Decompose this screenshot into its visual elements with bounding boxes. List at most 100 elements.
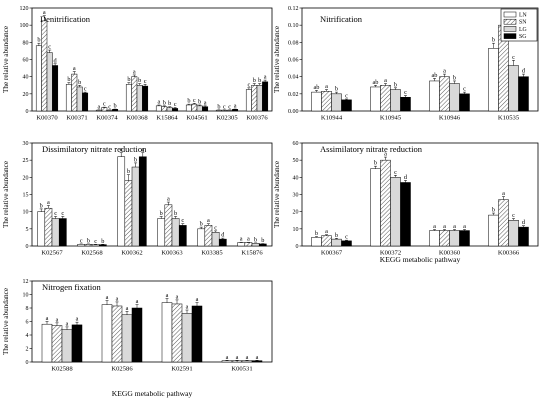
bar-SG [131,307,143,363]
category-label: K00360 [439,250,461,257]
significance-letter: a [247,236,250,243]
significance-letter: ab [432,72,438,79]
y-tick-label: 0.04 [288,75,299,81]
category-label: K15876 [241,250,263,257]
y-tick-label: 5 [26,227,29,233]
bar-SG [82,92,89,112]
y-tick-label: 0.02 [288,92,299,98]
significance-letter: a [120,146,123,153]
significance-letter: c [223,103,226,110]
significance-letter: b [453,74,456,81]
bar-LN [41,323,53,363]
significance-letter: a [167,196,170,203]
significance-letter: a [176,293,179,300]
chart-panel-5: 0 2 4 6 8 10 12 Nitrogen fixation The relative a… [2,279,273,398]
significance-letter: c [248,81,251,88]
bar-SG [112,109,119,112]
y-tick-label: 60 [23,58,29,64]
significance-letter: b [187,98,190,105]
bar-LG [508,65,519,112]
significance-letter: b [127,76,130,83]
significance-letter: b [160,210,163,217]
y-tick-label: 0 [26,109,29,115]
significance-letter: d [404,174,408,181]
x-axis-label: KEGG metabolic pathway [112,389,193,398]
bar-SG [138,156,147,247]
y-tick-label: 0.06 [288,58,299,64]
significance-letter: ab [373,79,379,86]
y-tick-label: 15 [23,193,29,199]
bar-LN [311,91,322,112]
chart-panel-1: 0 20 40 60 80 100 120 Denitrification The relati… [2,6,273,122]
bar-LG [331,93,342,112]
significance-letter: b [254,236,257,243]
chart-title: Nitrification [320,14,363,24]
significance-letter: c [174,101,177,108]
significance-letter: c [103,101,106,108]
category-label: K02305 [216,115,238,122]
bar-LN [101,304,113,363]
significance-letter: b [37,37,40,44]
bar-LN [488,48,499,112]
bar-SN [41,20,48,112]
y-axis-label: The relative abundance [273,161,281,228]
significance-letter: a [141,146,144,153]
significance-letter: a [246,354,249,361]
y-tick-label: 40 [23,75,29,81]
y-tick-label: 2 [26,347,29,353]
significance-letter: b [335,86,338,93]
bar-SN [439,230,450,247]
significance-letter: b [67,76,70,83]
significance-letter: a [106,294,109,301]
category-label: K00371 [66,115,87,122]
bar-SN [101,107,108,112]
significance-letter: a [325,83,328,90]
bar-LG [331,238,342,247]
y-tick-label: 12 [23,279,29,285]
bar-SG [71,324,83,363]
bar-LG [61,329,73,363]
bar-SN [251,85,258,112]
significance-letter: a [207,217,210,224]
category-label: K10946 [439,115,461,122]
bar-SN [321,235,332,247]
y-tick-label: 20 [23,92,29,98]
y-tick-label: 0.00 [288,109,299,115]
y-tick-label: 30 [23,141,29,147]
bar-SG [400,97,411,112]
legend-swatch-SN [503,18,517,25]
bar-SN [380,85,391,112]
significance-letter: b [492,207,495,214]
y-tick-label: 60 [293,141,299,147]
y-tick-label: 0 [26,360,29,366]
y-tick-label: 8 [26,306,29,312]
significance-letter: a [56,316,59,323]
bar-SN [71,73,78,112]
significance-letter: b [374,160,377,167]
significance-letter: b [217,103,220,110]
chart-title: Denitrification [40,14,91,24]
significance-letter: b [198,98,201,105]
bar-SN [44,207,53,247]
bar-LN [65,84,72,112]
significance-letter: d [522,219,526,226]
bar-SG [400,182,411,247]
significance-letter: c [54,210,57,217]
plot-frame [31,142,273,247]
y-tick-label: 0.08 [288,40,299,46]
chart-title: Nitrogen fixation [42,282,102,292]
significance-letter: b [335,232,338,239]
bar-SN [439,76,450,112]
bar-LN [197,228,206,247]
significance-letter: ab [314,84,320,91]
bar-SG [518,226,529,247]
significance-letter: b [134,156,137,163]
significance-letter: c [404,89,407,96]
significance-letter: a [66,320,69,327]
